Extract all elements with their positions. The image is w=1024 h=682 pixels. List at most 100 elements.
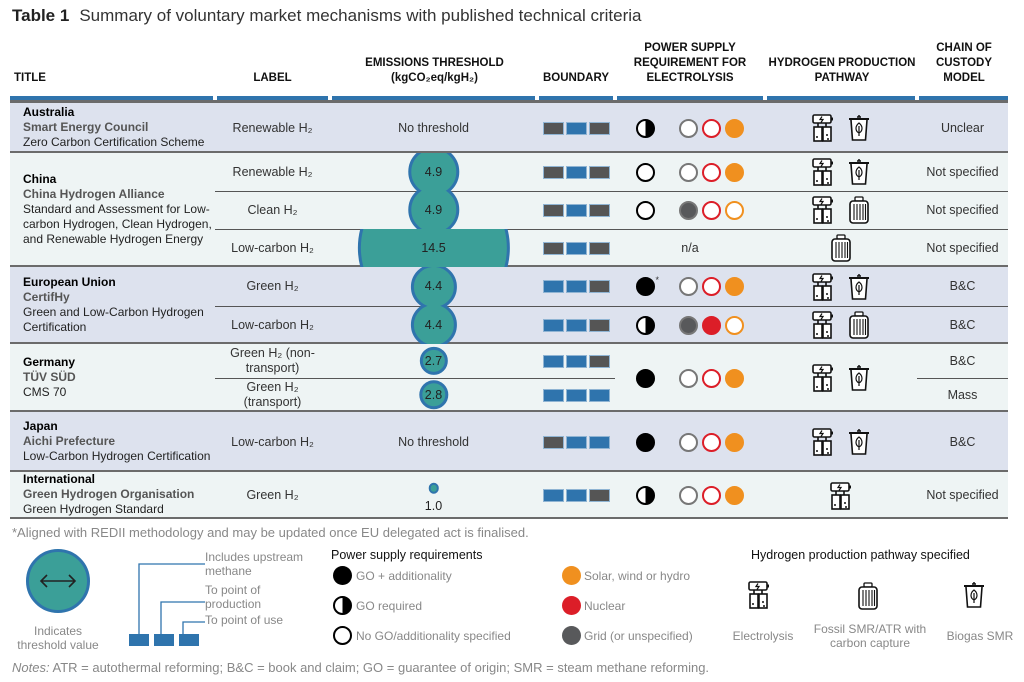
threshold-bubble [357,229,510,267]
renewable-source-icon [725,200,744,220]
electrolysis-icon [748,581,770,614]
group-org: Green Hydrogen Organisation [23,487,195,501]
use-boundary-excluded [589,319,609,331]
notes-text: ATR = autothermal reforming; B&C = book … [52,660,710,675]
group-scheme: Standard and Assessment for Low-carbon H… [23,201,212,246]
boundary-cell [537,267,615,306]
boundary-cell [537,378,615,412]
row-divider [917,378,1008,379]
threshold-bubble [407,153,460,191]
custody-cell: Not specified [926,202,999,217]
renewable-source-icon [725,118,744,138]
use-boundary-excluded [589,490,609,501]
custody-cell: Unclear [940,120,985,135]
electrolysis-icon [812,311,834,339]
boundary-cell [537,344,615,378]
row-divider [917,229,1008,230]
col-header-boundary: BOUNDARY [542,72,610,84]
pathway-legend-item: Biogas SMR [946,629,1014,643]
threshold-value: 4.4 [424,279,443,293]
renewable-source-icon [725,277,744,296]
row-divider [615,191,765,192]
custody-cell: B&C [949,317,976,332]
pathway-legend-item: Electrolysis [732,629,794,643]
row-label: Low-carbon H₂ [231,317,314,332]
footnote: *Aligned with REDII methodology and may … [12,525,529,540]
power-cell: * [615,267,765,306]
boundary-cell [537,153,615,191]
pathway-cell [765,344,917,412]
boundary-cell [537,472,615,519]
upstream-boundary-included [543,490,563,501]
row-divider [215,229,330,230]
threshold-cell: 4.4 [330,267,537,306]
production-boundary-included [566,319,586,331]
biogas-icon [848,428,870,456]
production-boundary-included [566,490,586,501]
power-legend-item: GO + additionality [356,569,452,583]
group-scheme: Green Hydrogen Standard [23,502,164,516]
use-boundary-excluded [589,242,609,254]
use-boundary-excluded [589,122,609,134]
use-boundary-excluded [589,204,609,216]
row-divider [215,191,330,192]
nuclear-source-icon [702,368,721,388]
power-cell [615,153,765,191]
grid-source-icon [679,200,698,220]
nuclear-source-icon [702,486,721,505]
renewable-source-icon [725,315,744,335]
fossil-icon [848,196,870,224]
go-half-icon [636,118,655,138]
renewable-source-icon [725,162,744,182]
threshold-cell: 4.9 [330,191,537,229]
custody-cell: Not specified [926,240,999,255]
custody-cell: Not specified [926,164,999,179]
row-divider [765,229,917,230]
boundary-legend-production: To point of production [205,583,262,611]
nuclear-icon [562,596,581,615]
row-divider [537,306,615,307]
grid-source-icon [679,162,698,182]
nuclear-source-icon [702,118,721,138]
power-legend-item: GO required [356,599,423,613]
fossil-icon [830,234,852,262]
threshold-cell: No threshold [398,434,469,449]
group-org: CertifHy [23,289,70,304]
row-divider [215,306,330,307]
go-none-icon [636,162,655,182]
group-title: Australia Smart Energy Council Zero Carbon… [23,103,218,151]
nuclear-source-icon [702,200,721,220]
row-divider [537,191,615,192]
header-rule [10,100,1008,103]
upstream-boundary-included [543,355,563,367]
row-divider [765,306,917,307]
production-boundary-included [566,436,586,448]
group-region: European Union [23,274,116,289]
biogas-icon [848,273,870,301]
use-boundary-included [589,436,609,448]
group-region: Germany [23,354,76,369]
custody-cell: B&C [949,434,976,449]
row-label: Green H₂ (non-transport) [230,346,315,375]
footnote-marker: * [655,275,659,285]
table-group-china: China China Hydrogen Alliance Standard and… [10,153,1008,267]
boundary-cell [537,229,615,267]
threshold-bubble [407,191,460,229]
group-title: European Union CertifHy Green and Low-Carb… [23,267,218,342]
power-cell [615,103,765,153]
nuclear-source-icon [702,277,721,296]
group-title: China China Hydrogen Alliance Standard and… [23,153,218,265]
nuclear-source-icon [702,162,721,182]
production-boundary-included [566,355,586,367]
go-full-icon: * [636,275,659,296]
power-cell [615,344,765,412]
production-boundary-included [566,122,586,134]
electrolysis-icon [812,196,834,224]
pathway-cell [765,103,917,153]
boundary-cell [537,306,615,344]
production-boundary-included [566,242,586,254]
power-legend-title: Power supply requirements [331,548,483,562]
group-title: Germany TÜV SÜD CMS 70 [23,344,218,410]
row-divider [765,191,917,192]
row-divider [917,306,1008,307]
